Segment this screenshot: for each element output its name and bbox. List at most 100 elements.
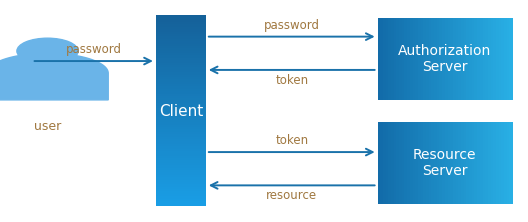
Bar	[156, 168, 206, 171]
Bar	[156, 63, 206, 66]
Bar	[156, 87, 206, 89]
Bar	[469, 18, 473, 100]
Bar	[156, 72, 206, 75]
Bar	[426, 18, 430, 100]
Bar	[156, 75, 206, 78]
Bar	[431, 18, 435, 100]
Text: resource: resource	[266, 189, 317, 202]
Bar	[402, 18, 406, 100]
Bar	[156, 46, 206, 49]
Bar	[477, 18, 481, 100]
Bar	[496, 18, 499, 100]
Bar	[388, 18, 392, 100]
Bar	[493, 122, 497, 204]
Bar	[385, 122, 389, 204]
Circle shape	[17, 38, 78, 64]
Bar	[485, 122, 489, 204]
Text: user: user	[34, 120, 61, 133]
Bar	[496, 122, 499, 204]
Bar	[156, 96, 206, 99]
Bar	[461, 122, 465, 204]
Bar	[156, 158, 206, 161]
Bar	[156, 187, 206, 190]
Bar	[156, 137, 206, 140]
Bar	[156, 105, 206, 109]
Bar	[397, 122, 400, 204]
Bar	[156, 129, 206, 133]
Bar	[378, 122, 381, 204]
Bar	[156, 91, 206, 94]
Bar	[156, 17, 206, 20]
Bar	[156, 144, 206, 147]
Bar	[156, 48, 206, 51]
Bar	[385, 18, 389, 100]
Bar	[156, 170, 206, 173]
Bar	[418, 122, 422, 204]
Bar	[502, 122, 505, 204]
Bar	[507, 18, 511, 100]
Bar	[510, 122, 513, 204]
Bar	[156, 161, 206, 163]
Bar	[445, 122, 449, 204]
Bar	[437, 18, 440, 100]
Bar	[156, 172, 206, 175]
Bar	[156, 110, 206, 113]
Text: password: password	[65, 43, 122, 56]
Bar	[383, 18, 386, 100]
Text: token: token	[275, 134, 308, 147]
Bar	[156, 44, 206, 47]
Bar	[439, 122, 443, 204]
Bar	[391, 18, 395, 100]
Bar	[156, 77, 206, 80]
Bar	[156, 22, 206, 25]
Bar	[410, 122, 413, 204]
Bar	[407, 18, 411, 100]
Bar	[488, 122, 492, 204]
Bar	[156, 36, 206, 40]
Text: Resource
Server: Resource Server	[413, 148, 477, 178]
Bar	[485, 18, 489, 100]
Bar	[410, 18, 413, 100]
Bar	[434, 18, 438, 100]
Bar	[421, 122, 425, 204]
Bar	[156, 191, 206, 194]
Bar	[507, 122, 511, 204]
Bar	[499, 18, 503, 100]
Bar	[493, 18, 497, 100]
Bar	[156, 51, 206, 54]
Bar	[475, 18, 478, 100]
Bar	[156, 120, 206, 123]
Bar	[456, 122, 459, 204]
Bar	[415, 18, 419, 100]
Bar	[426, 122, 430, 204]
Bar	[156, 113, 206, 116]
Bar	[394, 18, 398, 100]
Bar	[466, 18, 470, 100]
Bar	[156, 79, 206, 82]
Bar	[394, 122, 398, 204]
Bar	[472, 122, 476, 204]
Bar	[477, 122, 481, 204]
Bar	[156, 60, 206, 63]
Bar	[402, 122, 406, 204]
Bar	[437, 122, 440, 204]
Bar	[412, 122, 416, 204]
Bar	[156, 15, 206, 18]
Text: Client: Client	[159, 103, 203, 119]
Bar	[156, 53, 206, 56]
Bar	[399, 122, 403, 204]
Bar	[156, 177, 206, 180]
Bar	[412, 18, 416, 100]
Bar	[399, 18, 403, 100]
Bar	[156, 184, 206, 187]
Text: password: password	[263, 19, 320, 32]
Bar	[450, 18, 454, 100]
Bar	[156, 165, 206, 168]
Bar	[156, 196, 206, 199]
Bar	[156, 117, 206, 121]
Bar	[504, 18, 508, 100]
Bar	[504, 122, 508, 204]
Bar	[156, 41, 206, 44]
Bar	[502, 18, 505, 100]
Bar	[156, 84, 206, 87]
